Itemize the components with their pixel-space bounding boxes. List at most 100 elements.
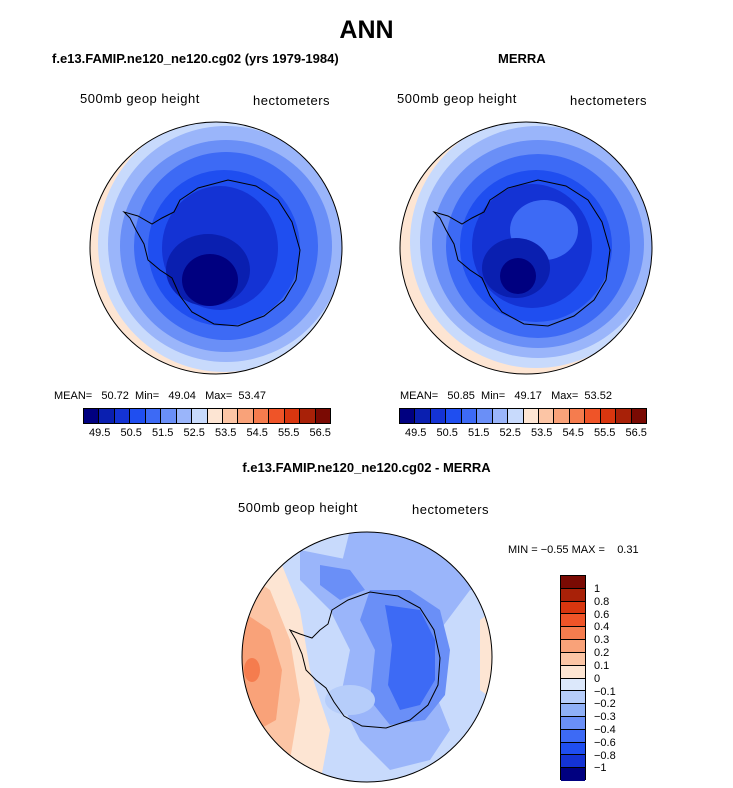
- panel-1-mean: 50.72: [101, 390, 129, 402]
- colorbar-swatch: [561, 588, 585, 602]
- panel-1-max: 53.47: [238, 390, 266, 402]
- colorbar-swatch: [538, 409, 555, 423]
- colorbar-tick-label: −0.4: [594, 723, 616, 736]
- colorbar-swatch: [561, 768, 585, 781]
- colorbar-swatch: [561, 755, 585, 769]
- colorbar-tick-label: −0.8: [594, 749, 616, 762]
- panel-1-stats: MEAN= 50.72 Min= 49.04 Max= 53.47: [54, 390, 266, 402]
- colorbar-tick-label: 51.5: [468, 427, 490, 439]
- colorbar-tick-label: 55.5: [594, 427, 616, 439]
- colorbar-swatch: [477, 409, 493, 423]
- colorbar-swatch: [561, 576, 585, 589]
- colorbar-tick-label: −0.6: [594, 736, 616, 749]
- colorbar-tick-label: −1: [594, 762, 607, 775]
- colorbar-swatch: [99, 409, 115, 423]
- colorbar-swatch: [561, 601, 585, 615]
- colorbar-swatch: [145, 409, 162, 423]
- colorbar-tick-label: 52.5: [183, 427, 205, 439]
- colorbar-swatch: [446, 409, 462, 423]
- panel-1-map: [89, 121, 343, 375]
- panel-1-units: hectometers: [253, 93, 331, 108]
- panel-2-colorbar: [399, 408, 647, 424]
- colorbar-swatch: [523, 409, 539, 423]
- colorbar-swatch: [461, 409, 478, 423]
- antarctica-coastline-icon: [432, 179, 611, 327]
- colorbar-swatch: [561, 640, 585, 653]
- colorbar-tick-label: 0.4: [594, 621, 610, 634]
- diff-colorbar-ticks: 1 0.8 0.6 0.4 0.3 0.2 0.1 0 −0.1 −0.2 −0.3 −0.4 −0.6…: [594, 583, 634, 778]
- panel-2-variable: 500mb geop height: [397, 91, 517, 106]
- colorbar-swatch: [253, 409, 270, 423]
- colorbar-swatch: [561, 614, 585, 628]
- panel-1-mean-label: MEAN=: [54, 390, 93, 402]
- colorbar-swatch: [561, 729, 585, 743]
- colorbar-swatch: [616, 409, 632, 423]
- panel-1-variable: 500mb geop height: [80, 91, 200, 106]
- panel-2-colorbar-ticks: 49.5 50.5 51.5 52.5 53.5 54.5 55.5 56.5: [399, 427, 647, 439]
- colorbar-swatch: [114, 409, 131, 423]
- colorbar-swatch: [315, 409, 330, 423]
- diff-units: hectometers: [412, 502, 490, 517]
- colorbar-tick-label: 56.5: [625, 427, 647, 439]
- colorbar-swatch: [561, 665, 585, 679]
- colorbar-swatch: [561, 716, 585, 730]
- colorbar-swatch: [561, 691, 585, 705]
- panel-1-colorbar: [83, 408, 331, 424]
- colorbar-swatch: [554, 409, 570, 423]
- colorbar-tick-label: 50.5: [120, 427, 142, 439]
- colorbar-tick-label: 0.6: [594, 608, 610, 621]
- panel-2-min-label: Min=: [481, 390, 506, 402]
- diff-stats: MIN = −0.55 MAX = 0.31: [508, 544, 639, 556]
- colorbar-swatch: [207, 409, 223, 423]
- panel-2-units: hectometers: [570, 93, 648, 108]
- colorbar-swatch: [561, 652, 585, 666]
- colorbar-tick-label: 53.5: [215, 427, 237, 439]
- colorbar-swatch: [508, 409, 524, 423]
- colorbar-tick-label: 49.5: [405, 427, 427, 439]
- panel-2-title: MERRA: [498, 51, 546, 66]
- diff-variable: 500mb geop height: [238, 500, 358, 515]
- panel-1-min-label: Min=: [135, 390, 160, 402]
- panel-1-title: f.e13.FAMIP.ne120_ne120.cg02 (yrs 1979-1…: [52, 51, 339, 66]
- colorbar-tick-label: 0.2: [594, 647, 610, 660]
- colorbar-swatch: [400, 409, 416, 423]
- colorbar-swatch: [269, 409, 285, 423]
- colorbar-swatch: [130, 409, 146, 423]
- colorbar-tick-label: 54.5: [246, 427, 268, 439]
- colorbar-tick-label: 55.5: [278, 427, 300, 439]
- diff-title: f.e13.FAMIP.ne120_ne120.cg02 - MERRA: [242, 460, 491, 475]
- panel-2-mean-label: MEAN=: [400, 390, 439, 402]
- colorbar-swatch: [284, 409, 301, 423]
- colorbar-swatch: [561, 704, 585, 717]
- panel-1-min: 49.04: [168, 390, 196, 402]
- colorbar-swatch: [561, 627, 585, 641]
- colorbar-tick-label: −0.3: [594, 711, 616, 724]
- panel-2-mean: 50.85: [447, 390, 475, 402]
- antarctica-coastline-icon: [122, 179, 301, 327]
- colorbar-tick-label: 1: [594, 583, 601, 595]
- panel-2-max: 53.52: [584, 390, 612, 402]
- colorbar-swatch: [631, 409, 646, 423]
- colorbar-swatch: [430, 409, 447, 423]
- colorbar-swatch: [84, 409, 100, 423]
- colorbar-tick-label: 51.5: [152, 427, 174, 439]
- colorbar-swatch: [222, 409, 239, 423]
- colorbar-tick-label: 50.5: [436, 427, 458, 439]
- colorbar-swatch: [561, 678, 585, 692]
- colorbar-swatch: [492, 409, 509, 423]
- colorbar-swatch: [569, 409, 586, 423]
- colorbar-tick-label: 0.3: [594, 634, 610, 647]
- diff-max-label: MAX =: [571, 544, 605, 556]
- colorbar-tick-label: 52.5: [499, 427, 521, 439]
- panel-2-stats: MEAN= 50.85 Min= 49.17 Max= 53.52: [400, 390, 612, 402]
- panel-2-min: 49.17: [514, 390, 542, 402]
- figure-title: ANN: [339, 16, 394, 44]
- colorbar-swatch: [192, 409, 208, 423]
- colorbar-swatch: [176, 409, 193, 423]
- colorbar-tick-label: 56.5: [309, 427, 331, 439]
- diff-map: [241, 531, 493, 783]
- diff-min: −0.55: [540, 544, 569, 556]
- colorbar-tick-label: 0.8: [594, 595, 610, 608]
- antarctica-coastline-icon: [288, 591, 441, 729]
- colorbar-tick-label: 53.5: [531, 427, 553, 439]
